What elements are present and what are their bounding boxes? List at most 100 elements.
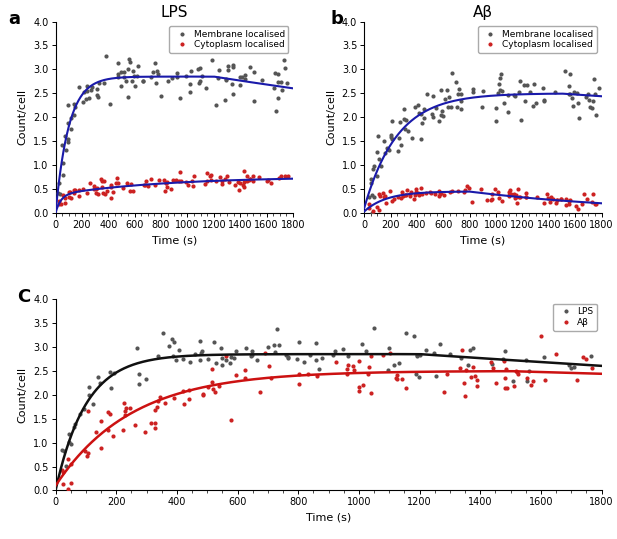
Point <box>82 452 92 461</box>
Point <box>84 391 94 399</box>
Point <box>369 324 379 333</box>
Point <box>226 353 236 361</box>
Point <box>565 195 575 204</box>
Point <box>118 183 128 192</box>
Point <box>244 175 254 184</box>
Point <box>493 89 503 98</box>
Point <box>114 59 123 68</box>
Point <box>421 346 431 355</box>
Point <box>276 78 286 86</box>
Point <box>124 54 134 63</box>
Point <box>83 407 93 416</box>
Point <box>487 195 497 203</box>
Y-axis label: Count/cell: Count/cell <box>326 89 336 146</box>
Point <box>58 158 68 167</box>
Point <box>264 362 274 370</box>
Point <box>503 108 513 116</box>
Point <box>213 74 223 82</box>
Point <box>125 186 135 195</box>
Point <box>392 193 402 202</box>
Point <box>411 187 421 196</box>
Point <box>202 176 212 185</box>
Point <box>70 420 80 429</box>
Point <box>152 403 162 412</box>
Point <box>494 80 504 88</box>
Point <box>66 194 76 203</box>
Point <box>402 185 412 194</box>
Point <box>86 85 96 94</box>
Point <box>241 344 251 353</box>
Point <box>445 349 455 358</box>
Point <box>349 366 358 375</box>
Point <box>571 202 581 210</box>
Point <box>566 364 576 372</box>
Point <box>411 369 421 378</box>
Point <box>178 355 188 363</box>
Point <box>461 365 471 374</box>
Point <box>223 66 233 74</box>
Point <box>273 94 283 102</box>
Point <box>270 348 280 356</box>
Point <box>103 408 113 417</box>
Point <box>587 364 597 372</box>
Point <box>94 93 104 101</box>
Point <box>175 168 184 176</box>
Point <box>495 73 505 82</box>
Point <box>385 348 395 357</box>
Point <box>513 370 523 379</box>
Point <box>512 368 522 377</box>
Point <box>63 119 73 128</box>
Point <box>552 196 562 205</box>
Point <box>396 194 406 202</box>
Point <box>582 194 592 203</box>
Point <box>107 194 117 202</box>
Point <box>249 96 259 105</box>
Point <box>368 207 378 216</box>
Point <box>405 190 415 199</box>
Point <box>437 112 447 121</box>
Point <box>511 193 521 202</box>
Point <box>521 374 531 383</box>
Point <box>473 375 482 384</box>
Point <box>255 388 265 397</box>
Point <box>217 360 227 369</box>
Point <box>59 446 68 455</box>
Point <box>146 175 155 183</box>
Point <box>62 146 72 154</box>
Point <box>542 194 552 203</box>
Point <box>57 466 67 474</box>
Point <box>106 384 115 392</box>
Point <box>396 140 406 149</box>
Point <box>199 390 209 398</box>
Point <box>573 99 583 107</box>
Point <box>435 189 445 198</box>
Point <box>96 175 106 183</box>
Point <box>211 101 221 109</box>
Point <box>239 167 249 176</box>
Point <box>513 184 523 193</box>
Point <box>565 197 574 205</box>
Point <box>372 171 382 180</box>
Point <box>420 105 429 113</box>
Point <box>239 182 249 191</box>
Point <box>515 77 525 86</box>
Point <box>75 410 85 418</box>
Point <box>577 199 587 208</box>
Point <box>590 89 600 98</box>
Point <box>181 177 191 186</box>
Point <box>414 372 424 381</box>
Point <box>99 79 109 87</box>
Point <box>118 73 128 82</box>
Point <box>231 347 241 356</box>
Point <box>128 76 138 85</box>
Point <box>217 354 227 363</box>
Point <box>180 399 189 408</box>
Point <box>161 179 171 188</box>
Point <box>215 66 225 74</box>
Point <box>122 178 131 187</box>
Point <box>220 174 230 183</box>
Point <box>539 199 549 208</box>
Point <box>521 189 531 197</box>
Point <box>437 107 447 115</box>
Point <box>565 70 575 79</box>
